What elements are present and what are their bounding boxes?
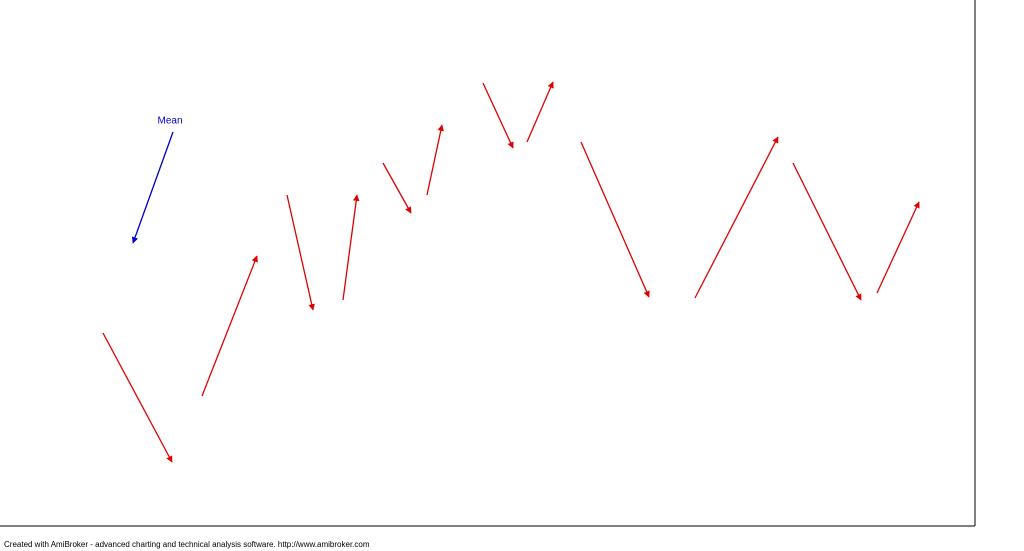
arrow (580, 141, 650, 298)
arrows (102, 81, 920, 463)
arrow (482, 82, 514, 149)
arrow (876, 201, 920, 294)
arrow (426, 124, 444, 196)
arrow (342, 194, 360, 301)
annotation: Mean (157, 116, 182, 127)
arrow (382, 162, 412, 214)
arrow (792, 162, 862, 301)
arrow (201, 255, 258, 397)
arrow (286, 194, 315, 311)
arrow (102, 332, 173, 463)
arrow (694, 136, 779, 299)
arrow (131, 131, 174, 244)
footer: Created with AmiBroker - advanced charti… (4, 540, 370, 549)
arrow (526, 81, 554, 143)
